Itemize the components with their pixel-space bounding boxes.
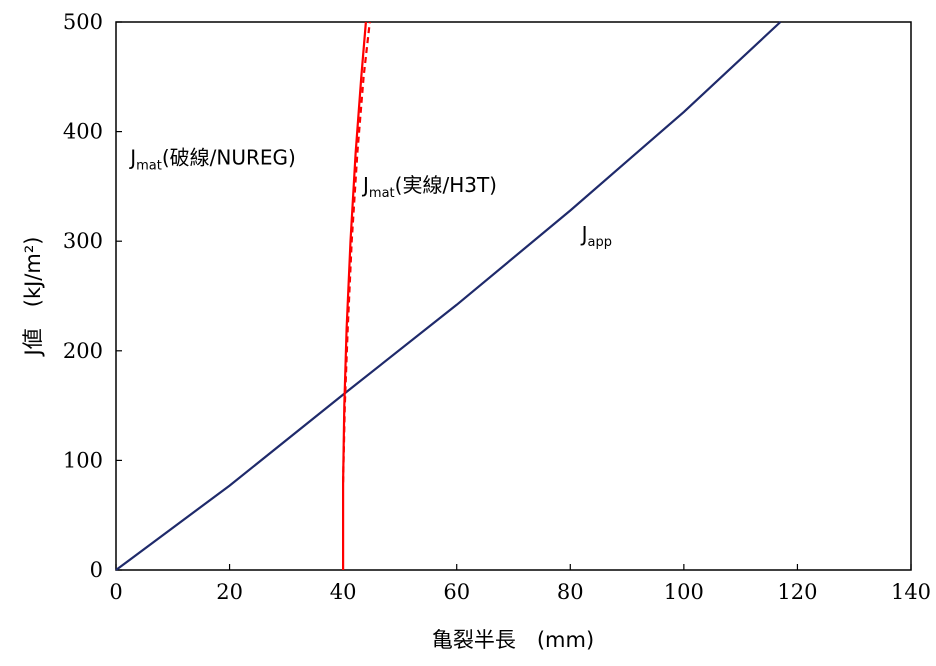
y-axis-ticks: 0 100 200 300 400 500 bbox=[63, 10, 122, 582]
x-tick-label: 80 bbox=[557, 580, 584, 604]
series-line-0 bbox=[115, 21, 782, 571]
plot-area bbox=[115, 21, 912, 571]
y-tick-label: 200 bbox=[63, 339, 103, 363]
series-layer bbox=[115, 21, 782, 571]
y-axis-title: J値 (kJ/m²) bbox=[21, 237, 45, 358]
y-tick-label: 0 bbox=[90, 558, 103, 582]
annotation-layer: Jmat(破線/NUREG) Jmat(実線/H3T) Japp bbox=[128, 145, 612, 250]
y-tick-label: 100 bbox=[63, 448, 103, 472]
x-tick-label: 20 bbox=[216, 580, 243, 604]
y-tick-label: 500 bbox=[63, 10, 103, 34]
x-axis-title: 亀裂半長 (mm) bbox=[432, 628, 594, 652]
x-tick-label: 120 bbox=[777, 580, 817, 604]
x-tick-label: 60 bbox=[443, 580, 470, 604]
series-line-2 bbox=[342, 21, 371, 483]
series-annotation-1: Jmat(実線/H3T) bbox=[361, 173, 497, 201]
x-tick-label: 40 bbox=[330, 580, 357, 604]
x-tick-label: 140 bbox=[891, 580, 931, 604]
x-tick-label: 100 bbox=[664, 580, 704, 604]
y-tick-label: 400 bbox=[63, 120, 103, 144]
x-tick-label: 0 bbox=[109, 580, 122, 604]
y-tick-label: 300 bbox=[63, 229, 103, 253]
series-annotation-0: Jmat(破線/NUREG) bbox=[128, 145, 296, 173]
x-axis-ticks: 0 20 40 60 80 100 120 140 bbox=[109, 564, 931, 604]
series-annotation-2: Japp bbox=[580, 222, 612, 250]
